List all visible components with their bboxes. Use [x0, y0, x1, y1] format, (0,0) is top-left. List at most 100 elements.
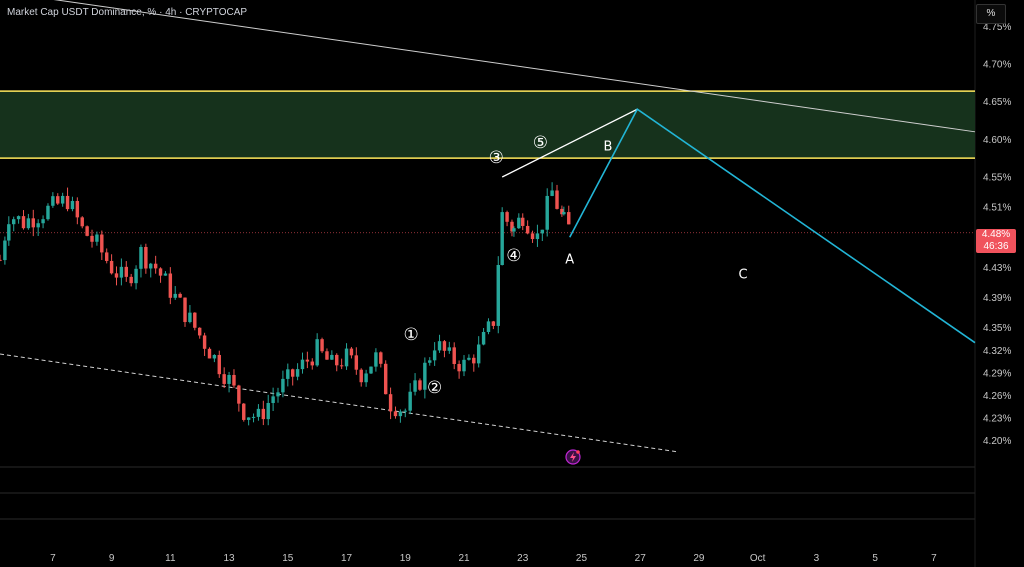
candle-body [100, 234, 104, 253]
x-tick-label: 29 [693, 553, 705, 564]
candle-body [481, 331, 486, 345]
candle-body [256, 408, 261, 417]
candle-body [290, 369, 295, 377]
candle-body [65, 195, 70, 210]
candle-body [104, 252, 109, 261]
candle-body [500, 212, 504, 265]
wave-channel-line [501, 108, 638, 178]
wave-label-1: ② [427, 378, 442, 398]
candle-body [85, 226, 89, 236]
candle-body [237, 385, 241, 404]
candles-group [0, 182, 571, 426]
candle-body [119, 266, 124, 278]
candle-body [418, 380, 422, 390]
y-tick-label: 4.75% [983, 22, 1011, 33]
x-tick-label: Oct [750, 553, 766, 564]
candle-body [423, 362, 427, 390]
candle-body [496, 264, 500, 326]
lower-dashed-trendline [0, 353, 679, 453]
x-tick-label: 3 [814, 553, 820, 564]
wave-label-5: A [565, 252, 574, 267]
candle-body [114, 273, 119, 278]
wave-label-6: B [603, 139, 612, 154]
candle-body [330, 354, 334, 360]
candle-body [472, 357, 476, 364]
candle-body [354, 355, 359, 370]
candle-body [134, 268, 138, 284]
y-tick-label: 4.60% [983, 135, 1011, 146]
last-price-value: 4.48% [981, 229, 1011, 240]
candle-body [295, 369, 300, 377]
candle-body [540, 229, 545, 234]
y-tick-label: 4.23% [983, 414, 1011, 425]
candle-body [21, 216, 26, 229]
y-tick-label: 4.20% [983, 436, 1011, 447]
candle-body [60, 195, 65, 204]
candle-body [505, 212, 509, 222]
candle-body [491, 321, 496, 326]
candle-body [158, 268, 163, 276]
y-tick-label: 4.35% [983, 323, 1011, 334]
wave-label-3: ④ [506, 246, 521, 266]
candle-body [476, 344, 481, 364]
candle-body [413, 380, 417, 392]
candle-body [512, 228, 516, 232]
y-tick-label: 4.43% [983, 263, 1011, 274]
candle-body [545, 195, 549, 230]
x-tick-label: 25 [576, 553, 588, 564]
candle-body [369, 366, 373, 374]
candle-body [530, 233, 535, 240]
candle-body [344, 348, 349, 367]
candle-body [521, 217, 525, 226]
candle-body [325, 351, 329, 360]
candle-body [207, 348, 212, 359]
candle-body [428, 360, 432, 363]
candle-body [212, 354, 217, 359]
candle-body [510, 221, 514, 232]
candle-body [16, 216, 21, 220]
x-tick-label: 27 [635, 553, 647, 564]
price-scale-unit-button[interactable]: % [976, 4, 1006, 24]
candle-body [408, 391, 412, 411]
candle-body [452, 347, 456, 365]
candle-body [550, 190, 554, 196]
candle-body [168, 273, 173, 298]
candle-body [315, 339, 319, 366]
candle-body [232, 374, 236, 386]
wave-label-7: C [738, 267, 747, 282]
candle-body [393, 411, 398, 417]
x-tick-label: 11 [165, 553, 176, 564]
candle-body [271, 396, 275, 404]
candle-body [310, 361, 314, 366]
candle-body [437, 341, 442, 351]
candle-body [467, 357, 471, 360]
candle-body [193, 312, 197, 328]
candle-body [374, 352, 378, 367]
y-tick-label: 4.29% [983, 368, 1011, 379]
candle-body [383, 363, 388, 395]
candle-body [242, 403, 246, 420]
x-axis: 7 9 11 13 15 17 19 21 23 25 27 29 Oct 3 5 7 [50, 553, 937, 564]
candle-body [227, 374, 231, 384]
wave-label-4: ⑤ [533, 133, 548, 153]
candle-body [31, 218, 35, 228]
candle-body [3, 240, 7, 261]
bar-countdown: 46:36 [983, 241, 1009, 252]
candle-body [46, 205, 50, 220]
candle-body [432, 350, 437, 361]
candle-body [281, 378, 285, 393]
candle-body [379, 352, 383, 364]
x-tick-label: 23 [517, 553, 529, 564]
wave-label-0: ① [404, 325, 419, 345]
candle-body [188, 312, 192, 323]
last-price-badge: 4.48% 46:36 [976, 229, 1016, 253]
candle-body [153, 263, 158, 269]
candle-body [403, 410, 407, 412]
candle-body [178, 293, 182, 298]
candle-body [51, 196, 55, 206]
candle-body [139, 246, 143, 269]
candle-body [251, 416, 256, 418]
candle-body [95, 234, 99, 242]
candle-body [486, 321, 491, 332]
